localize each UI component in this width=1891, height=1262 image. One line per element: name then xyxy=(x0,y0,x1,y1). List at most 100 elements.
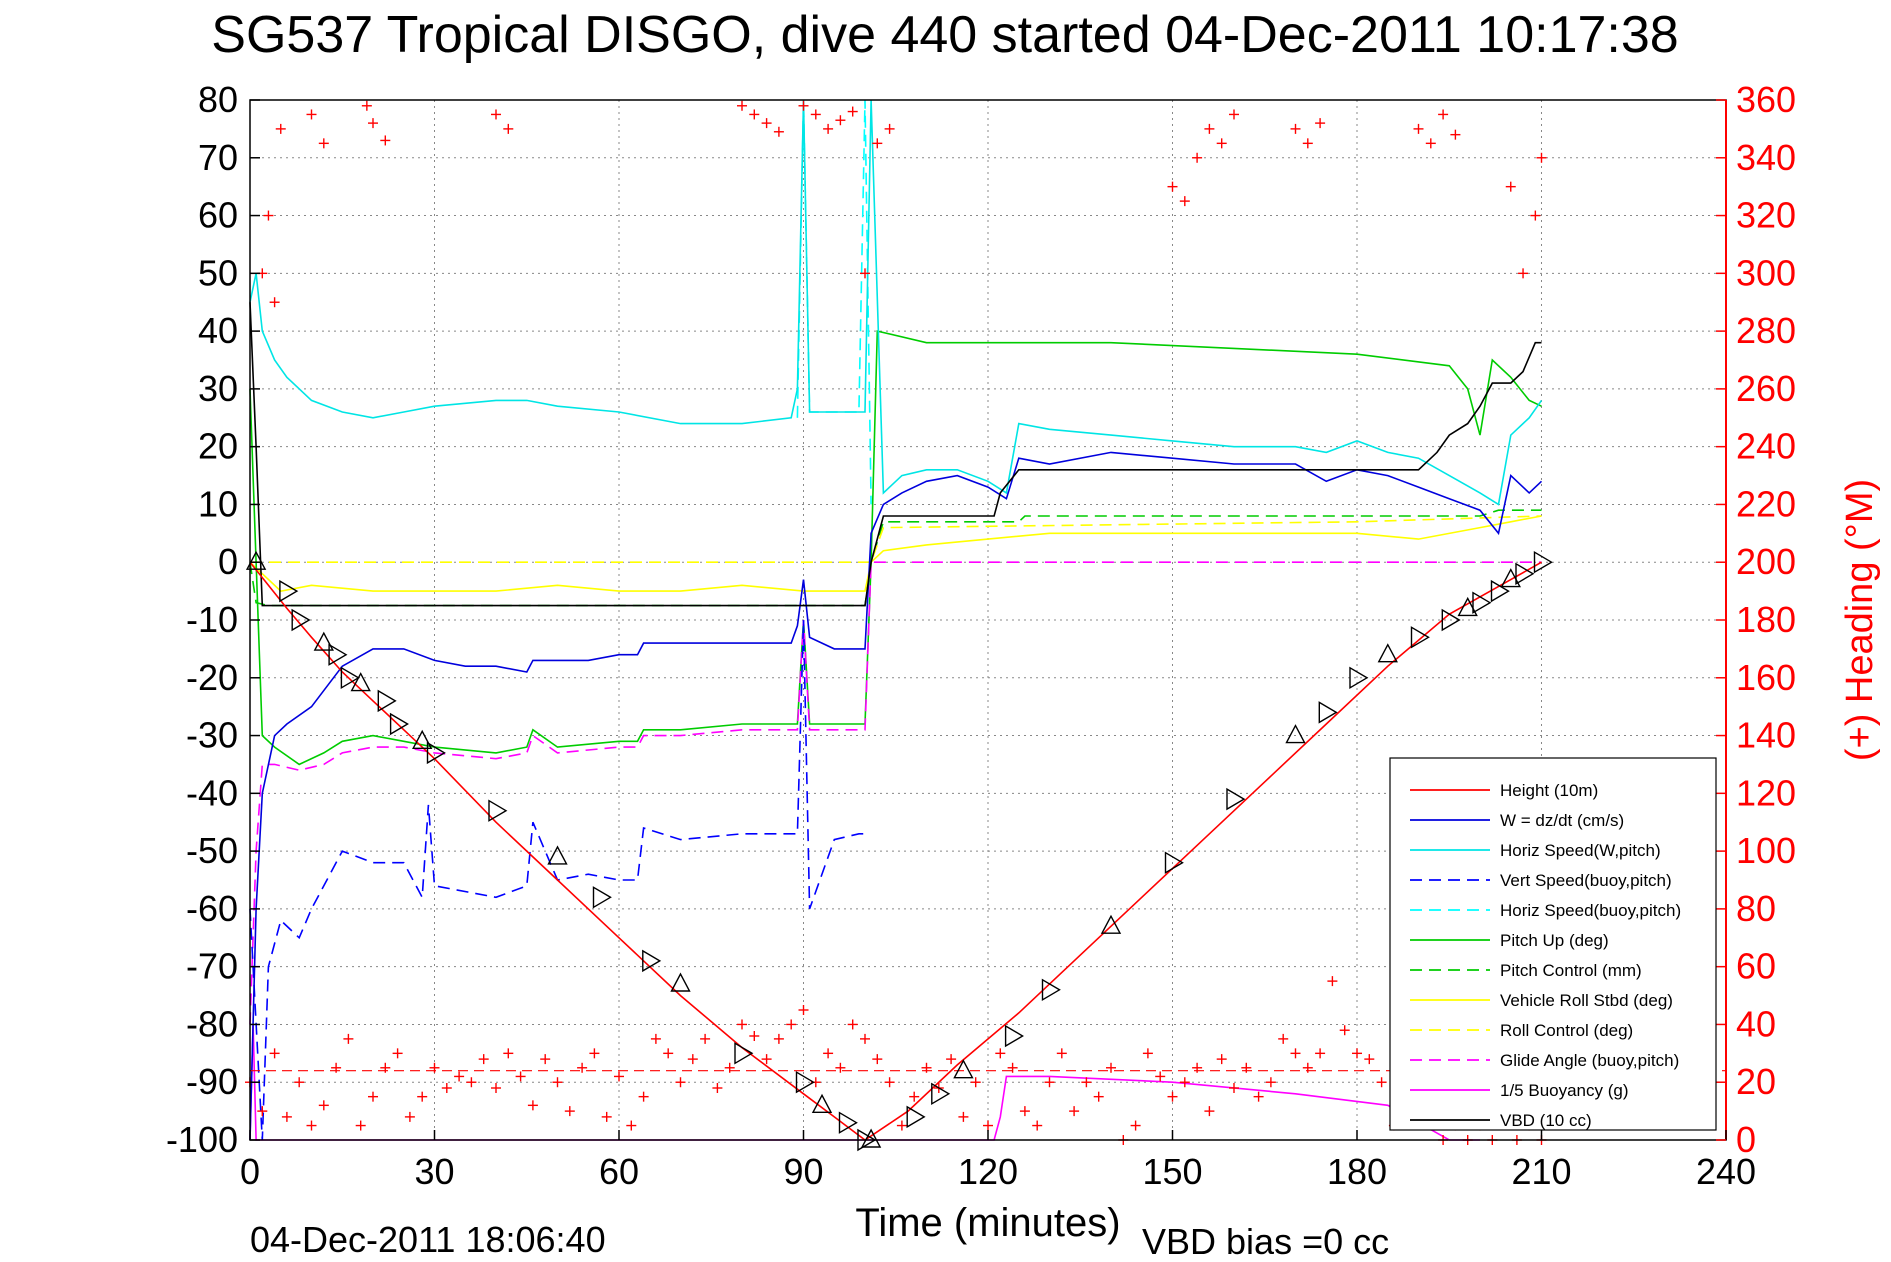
heading-wrap-point-8 xyxy=(380,135,391,146)
heading-point-31 xyxy=(626,1120,637,1131)
dive-marker-17 xyxy=(795,1070,815,1094)
heading-point-83 xyxy=(1265,1077,1276,1088)
dive-marker-36 xyxy=(1457,596,1478,617)
dive-marker-6 xyxy=(350,672,371,692)
legend-label-7: Vehicle Roll Stbd (deg) xyxy=(1500,991,1673,1010)
heading-point-59 xyxy=(970,1077,981,1088)
heading-wrap-point-10 xyxy=(503,123,514,134)
heading-point-72 xyxy=(1130,1120,1141,1131)
heading-wrap-point-35 xyxy=(1450,129,1461,140)
y-right-tick-label-8: 200 xyxy=(1736,541,1796,582)
dive-marker-15 xyxy=(670,972,691,992)
heading-point-78 xyxy=(1204,1106,1215,1117)
heading-wrap-point-17 xyxy=(823,123,834,134)
heading-wrap-point-38 xyxy=(1530,210,1541,221)
dive-marker-30 xyxy=(1285,724,1306,744)
y-left-tick-label-4: 40 xyxy=(198,310,238,351)
y-right-tick-label-16: 40 xyxy=(1736,1003,1776,1044)
heading-point-69 xyxy=(1093,1091,1104,1102)
heading-point-27 xyxy=(577,1062,588,1073)
dive-marker-29 xyxy=(1226,787,1246,811)
x-ticks: 0 30 60 90 120 150 180 210 240 xyxy=(240,1130,1756,1192)
y-right-tick-label-4: 280 xyxy=(1736,310,1796,351)
heading-point-60 xyxy=(983,1120,993,1131)
dive-marker-22 xyxy=(906,1105,926,1129)
y-ticks-left: 80 70 60 50 40 30 20 10 0 -10 -20 -30 -40 -50 -60 -70 -8… xyxy=(166,79,260,1160)
y-left-tick-label-3: 50 xyxy=(198,252,238,293)
x-axis-label: Time (minutes) xyxy=(855,1201,1120,1245)
y-left-tick-label-13: -50 xyxy=(186,830,238,871)
heading-point-28 xyxy=(589,1048,600,1059)
heading-point-79 xyxy=(1216,1054,1227,1065)
heading-point-74 xyxy=(1155,1071,1166,1082)
dive-marker-26 xyxy=(1041,978,1061,1002)
heading-point-70 xyxy=(1106,1062,1116,1073)
heading-point-3 xyxy=(281,1111,292,1122)
heading-point-82 xyxy=(1253,1091,1264,1102)
heading-point-58 xyxy=(958,1111,969,1122)
dive-marker-25 xyxy=(1004,1024,1024,1048)
y-left-tick-label-6: 20 xyxy=(198,426,238,467)
x-tick-label-6: 180 xyxy=(1327,1151,1387,1192)
dive-marker-11 xyxy=(488,799,508,822)
heading-wrap-point-7 xyxy=(368,118,378,129)
heading-point-11 xyxy=(380,1062,391,1073)
heading-wrap-point-31 xyxy=(1315,118,1326,129)
dive-marker-8 xyxy=(389,712,409,736)
heading-wrap-point-14 xyxy=(773,126,784,137)
heading-wrap-point-3 xyxy=(275,123,286,134)
dive-marker-34 xyxy=(1410,626,1430,649)
series-line-9 xyxy=(249,561,1542,1025)
y-right-tick-label-11: 140 xyxy=(1736,715,1796,756)
heading-point-62 xyxy=(1007,1062,1018,1073)
dive-marker-23 xyxy=(931,1082,951,1106)
y-left-tick-label-10: -20 xyxy=(186,657,238,698)
dive-marker-0 xyxy=(245,550,267,570)
series-line-1 xyxy=(249,451,1543,1141)
heading-point-64 xyxy=(1032,1120,1043,1131)
legend-label-9: Glide Angle (buoy,pitch) xyxy=(1500,1051,1679,1070)
heading-point-50 xyxy=(860,1033,870,1044)
legend: Height (10m) W = dz/dt (cm/s) Horiz Speed(… xyxy=(1389,757,1717,1131)
heading-point-22 xyxy=(515,1071,526,1082)
x-tick-label-2: 60 xyxy=(599,1151,639,1192)
series-line-8 xyxy=(250,515,1542,564)
legend-label-5: Pitch Up (deg) xyxy=(1500,931,1609,950)
heading-wrap-point-15 xyxy=(798,100,809,111)
y-left-tick-label-11: -30 xyxy=(186,715,238,756)
y-right-tick-label-18: 0 xyxy=(1736,1119,1756,1160)
heading-point-75 xyxy=(1167,1091,1178,1102)
heading-point-77 xyxy=(1192,1062,1203,1073)
dive-marker-24 xyxy=(953,1059,974,1079)
heading-wrap-point-25 xyxy=(1192,152,1203,163)
x-tick-label-0: 0 xyxy=(240,1151,260,1192)
heading-point-40 xyxy=(737,1019,747,1030)
dive-marker-5 xyxy=(340,666,360,690)
heading-wrap-point-29 xyxy=(1290,123,1301,134)
y-left-tick-label-16: -80 xyxy=(186,1003,238,1044)
dive-markers xyxy=(245,550,1553,1152)
dive-marker-38 xyxy=(1490,579,1510,603)
heading-wrap-point-9 xyxy=(491,109,501,120)
heading-point-88 xyxy=(1327,976,1338,987)
heading-point-61 xyxy=(995,1048,1006,1059)
heading-point-38 xyxy=(712,1083,723,1093)
heading-point-5 xyxy=(306,1120,317,1131)
dive-marker-31 xyxy=(1318,701,1338,724)
legend-label-8: Roll Control (deg) xyxy=(1500,1021,1633,1040)
heading-point-34 xyxy=(663,1048,674,1059)
y-left-tick-label-0: 80 xyxy=(198,79,238,120)
heading-wrap-point-12 xyxy=(749,109,760,120)
dive-marker-33 xyxy=(1377,643,1398,663)
y-left-tick-label-8: 0 xyxy=(218,541,238,582)
heading-point-18 xyxy=(466,1077,477,1088)
y-right-tick-label-14: 80 xyxy=(1736,888,1776,929)
y-left-tick-label-1: 70 xyxy=(198,137,238,178)
y-left-tick-label-18: -100 xyxy=(166,1119,238,1160)
heading-point-42 xyxy=(761,1054,772,1065)
heading-point-63 xyxy=(1019,1106,1030,1117)
y-right-tick-label-9: 180 xyxy=(1736,599,1796,640)
heading-point-29 xyxy=(601,1111,612,1122)
dive-marker-21 xyxy=(860,1128,882,1148)
